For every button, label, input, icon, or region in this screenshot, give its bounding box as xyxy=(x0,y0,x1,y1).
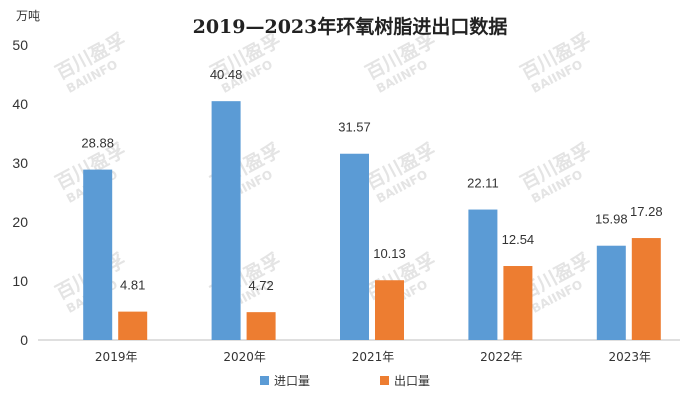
data-label: 28.88 xyxy=(81,136,114,151)
x-tick-label: 2019年 xyxy=(95,350,138,364)
y-tick-label: 10 xyxy=(12,273,28,289)
y-tick-label: 30 xyxy=(12,155,28,171)
y-tick-label: 20 xyxy=(12,214,28,230)
bar-import xyxy=(83,169,113,340)
y-tick-label: 40 xyxy=(12,96,28,112)
data-label: 4.72 xyxy=(248,278,273,293)
legend-label: 进口量 xyxy=(274,374,310,388)
data-label: 22.11 xyxy=(467,176,499,191)
y-tick-label: 50 xyxy=(12,37,28,53)
data-label: 10.13 xyxy=(373,246,406,261)
bar-import xyxy=(340,153,369,340)
bar-import xyxy=(468,209,498,340)
data-label: 12.54 xyxy=(502,232,535,247)
y-axis-unit: 万吨 xyxy=(16,9,40,23)
bar-export xyxy=(246,312,276,340)
bar-import xyxy=(596,245,626,340)
legend-swatch xyxy=(380,376,389,385)
x-tick-label: 2023年 xyxy=(609,350,652,364)
data-label: 31.57 xyxy=(338,120,371,135)
bar-export xyxy=(118,311,148,340)
x-tick-label: 2020年 xyxy=(223,350,266,364)
bar-export xyxy=(375,280,404,340)
x-tick-label: 2022年 xyxy=(480,350,523,364)
legend-label: 出口量 xyxy=(394,374,430,388)
bar-export xyxy=(503,266,533,340)
data-label: 40.48 xyxy=(210,67,243,82)
data-label: 4.81 xyxy=(120,278,145,293)
y-axis: 0 10 20 30 40 50 xyxy=(12,37,28,348)
y-tick-label: 0 xyxy=(20,332,28,348)
bar-export xyxy=(631,238,661,340)
data-label: 15.98 xyxy=(595,212,628,227)
x-tick-label: 2021年 xyxy=(352,350,395,364)
x-axis: 2019年 2020年 2021年 2022年 2023年 xyxy=(95,350,651,364)
legend: 进口量 出口量 xyxy=(260,374,430,388)
bars-layer: 28.88 4.81 40.48 4.72 31.57 10.13 22.11 12.54 15… xyxy=(81,67,663,340)
bar-import xyxy=(211,101,241,340)
data-label: 17.28 xyxy=(630,204,663,219)
legend-swatch xyxy=(260,376,269,385)
chart-title: 2019—2023年环氧树脂进出口数据 xyxy=(193,15,508,38)
